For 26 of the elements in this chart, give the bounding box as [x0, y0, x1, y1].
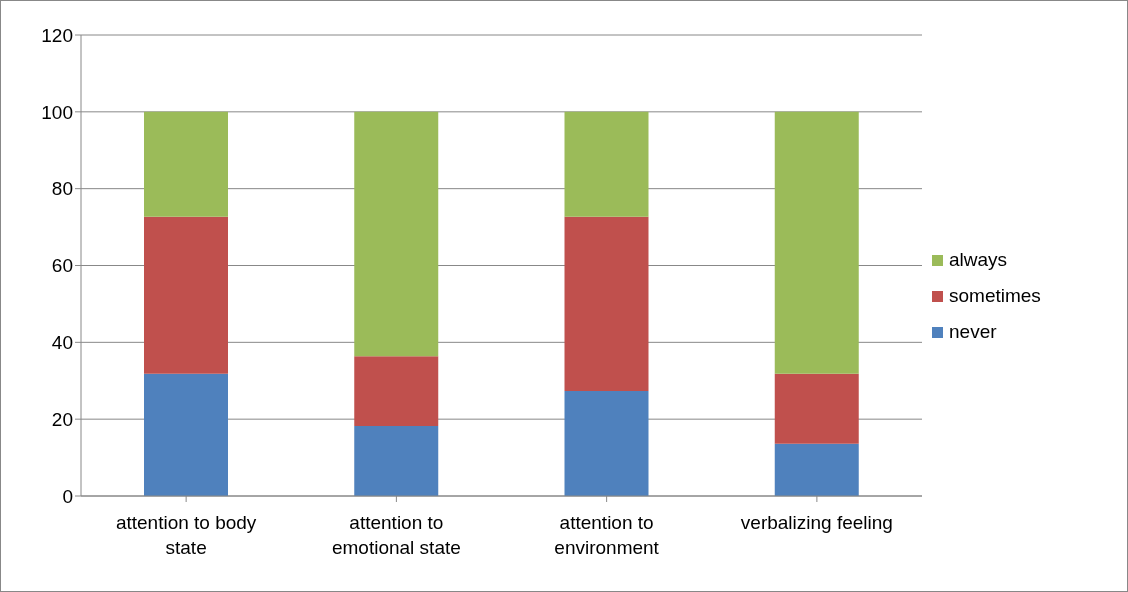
y-tick-label: 60	[51, 255, 73, 277]
y-tick-label: 20	[51, 408, 73, 430]
bar	[144, 373, 228, 496]
legend-label: sometimes	[949, 285, 1041, 307]
bar	[564, 111, 649, 217]
legend-label: always	[949, 249, 1008, 271]
legend-label: never	[949, 321, 997, 343]
bar	[144, 111, 228, 217]
bar	[354, 111, 439, 357]
bar	[354, 426, 439, 496]
y-tick-label: 40	[51, 332, 73, 354]
bar	[564, 391, 649, 496]
y-tick-label: 120	[41, 24, 73, 46]
y-tick-label: 100	[41, 101, 73, 123]
bar	[774, 443, 859, 496]
bar	[144, 216, 228, 374]
y-tick-label: 80	[51, 178, 73, 200]
x-tick-label: attention to environment	[554, 512, 660, 558]
x-tick-label: attention to emotional state	[331, 512, 461, 558]
bar	[774, 111, 859, 374]
x-tick-label: verbalizing feeling	[740, 512, 893, 534]
x-tick-label: attention to body state	[115, 512, 257, 558]
y-tick-label: 0	[62, 485, 73, 507]
bar	[564, 216, 649, 392]
bar	[354, 356, 439, 427]
bar	[774, 373, 859, 444]
